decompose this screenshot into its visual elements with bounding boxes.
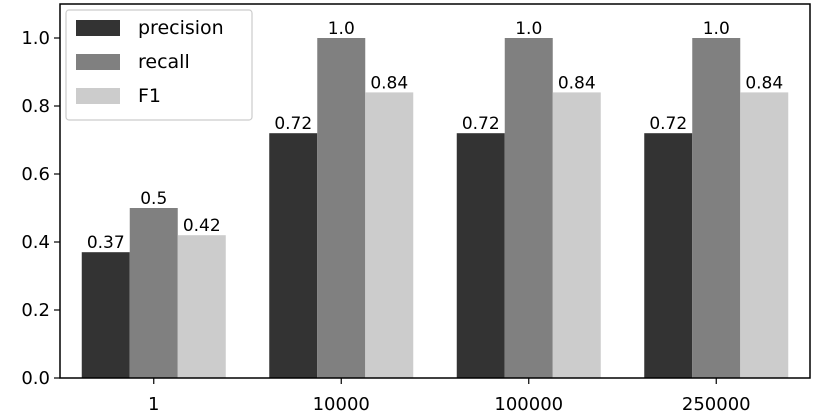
data-labels-layer: 0.37 0.5 0.42 0.72 1.0 0.84 0.72 1.0 0.84 0.72 1.0… [87,19,783,253]
bar-f1-1 [177,235,226,378]
data-label-f1-1: 0.42 [183,216,221,236]
legend-label-precision: precision [138,17,224,39]
x-axis: 1 10000 100000 250000 [148,378,751,415]
bar-precision-250000 [644,133,693,378]
x-tick-label: 100000 [494,394,563,415]
bar-recall-100000 [504,38,553,378]
y-tick-label: 1.0 [21,28,50,49]
bar-f1-250000 [740,92,789,379]
data-label-recall-250000: 1.0 [703,19,730,39]
bar-precision-10000 [269,133,318,378]
data-label-f1-100000: 0.84 [558,73,596,93]
x-tick-label: 1 [148,394,159,415]
y-tick-label: 0.2 [21,300,50,321]
legend-label-f1: F1 [138,85,161,107]
bar-precision-1 [81,252,130,378]
bar-f1-10000 [365,92,414,379]
y-axis: 0.0 0.2 0.4 0.6 0.8 1.0 [21,28,60,389]
plot-frame [59,3,811,379]
bars-layer [81,38,789,379]
legend-swatch-precision [76,20,120,36]
data-label-recall-1: 0.5 [140,189,167,209]
legend-swatch-recall [76,54,120,70]
bar-recall-1 [129,208,178,378]
legend-label-recall: recall [138,51,190,73]
data-label-precision-10000: 0.72 [274,114,312,134]
legend-swatch-f1 [76,88,120,104]
y-tick-label: 0.0 [21,368,50,389]
y-tick-label: 0.8 [21,96,50,117]
y-tick-label: 0.4 [21,232,50,253]
bar-recall-250000 [692,38,741,378]
data-label-precision-1: 0.37 [87,233,125,253]
legend: precision recall F1 [65,9,253,121]
x-tick-label: 250000 [682,394,751,415]
data-label-f1-10000: 0.84 [370,73,408,93]
data-label-f1-250000: 0.84 [745,73,783,93]
data-label-recall-10000: 1.0 [328,19,355,39]
data-label-recall-100000: 1.0 [515,19,542,39]
bar-recall-10000 [317,38,366,378]
y-tick-label: 0.6 [21,164,50,185]
data-label-precision-250000: 0.72 [649,114,687,134]
data-label-precision-100000: 0.72 [462,114,500,134]
x-tick-label: 10000 [313,394,370,415]
bar-precision-100000 [456,133,505,378]
bar-f1-100000 [552,92,601,379]
